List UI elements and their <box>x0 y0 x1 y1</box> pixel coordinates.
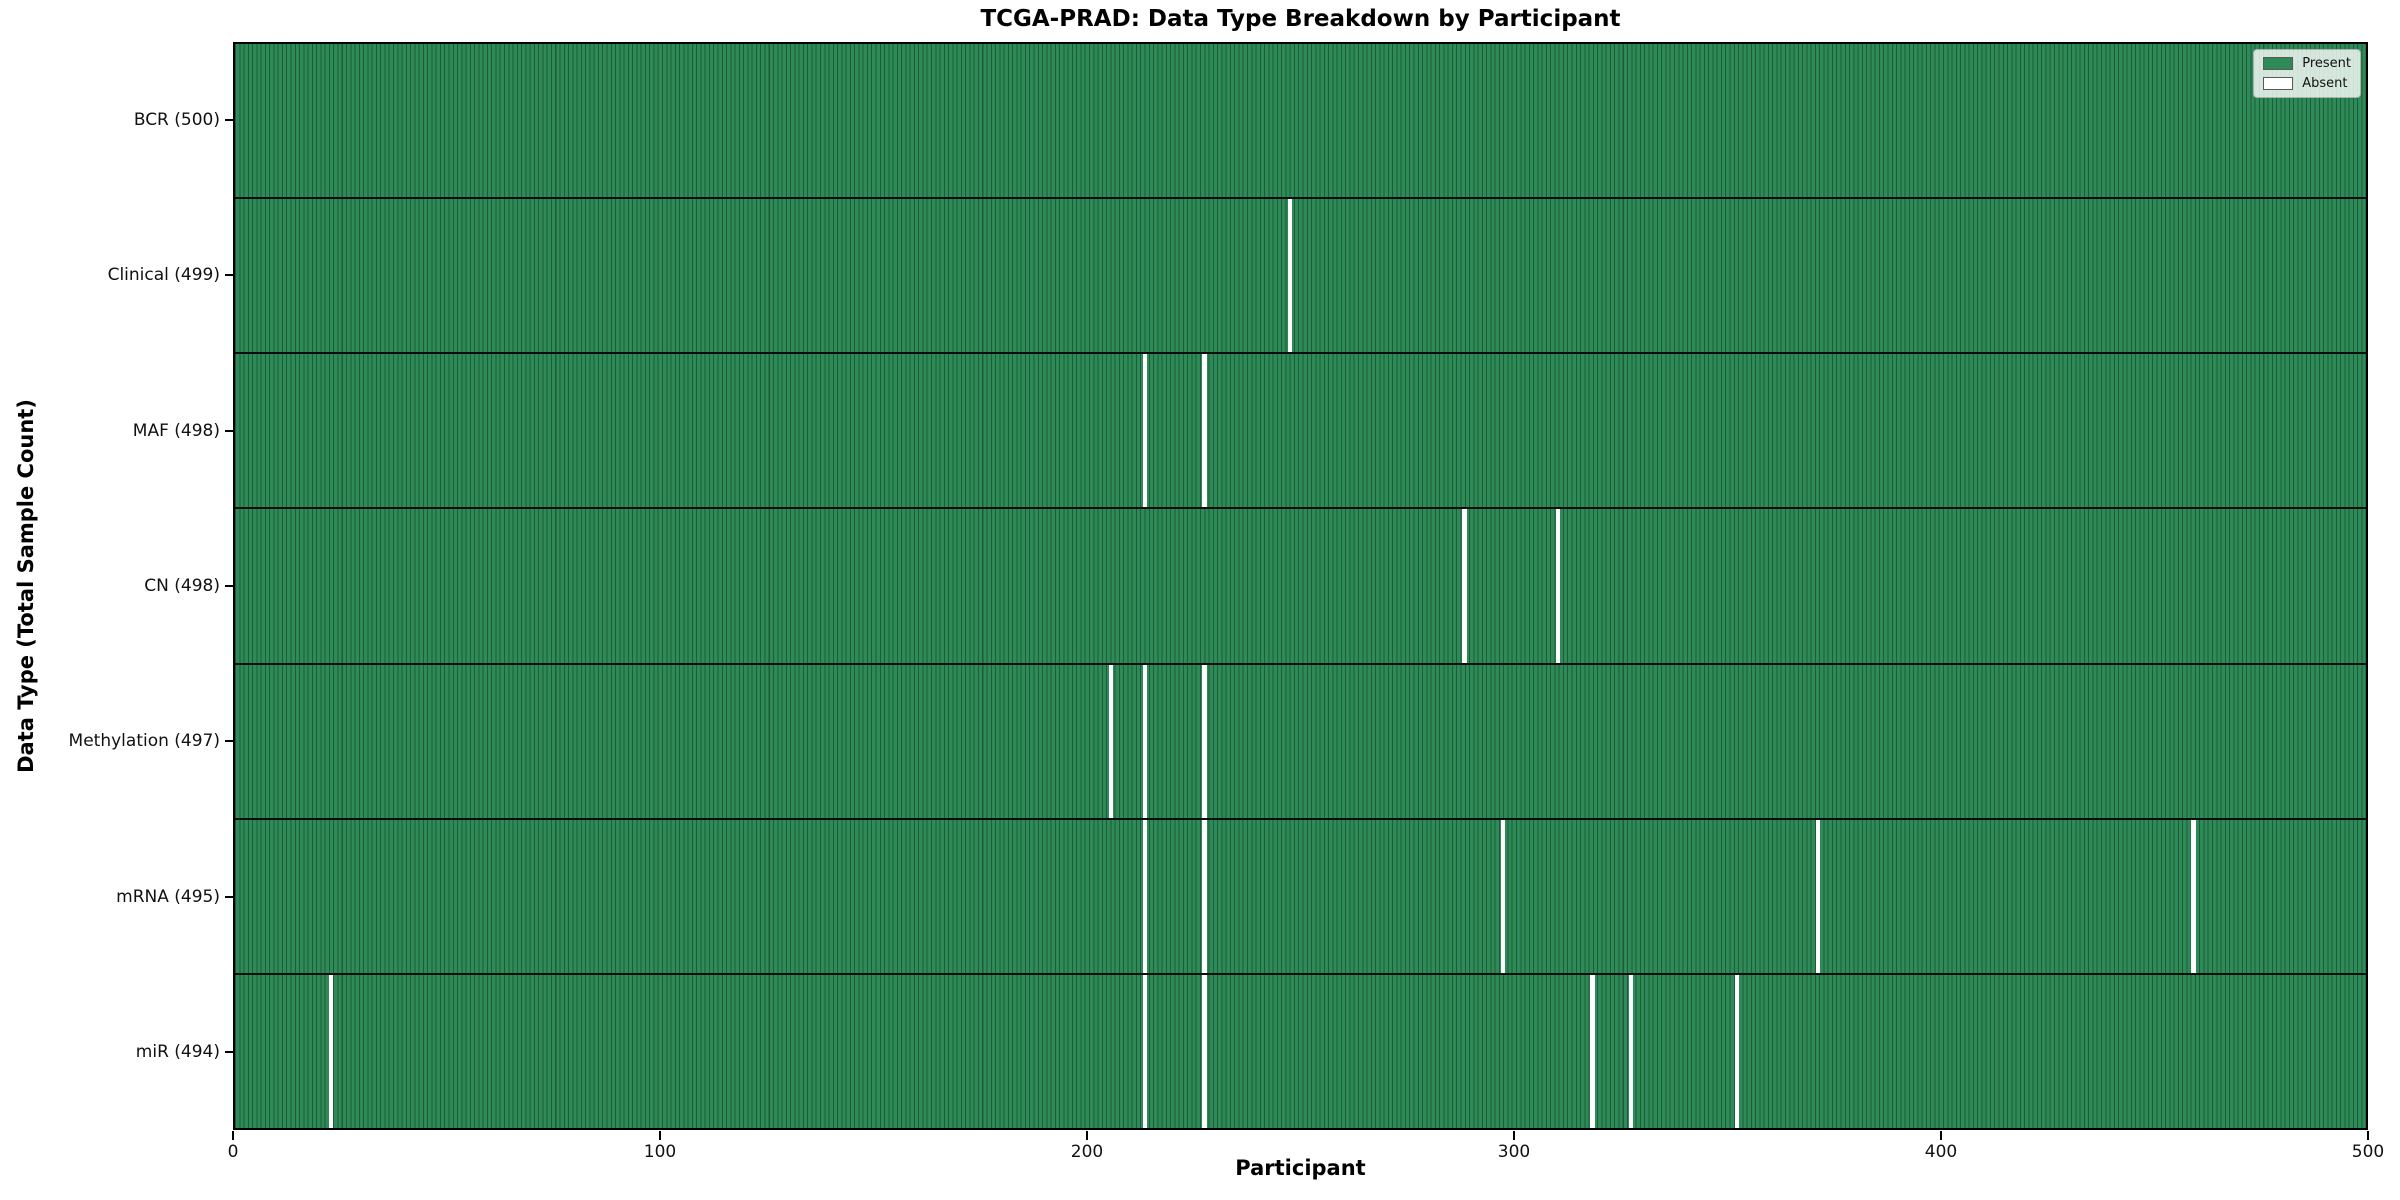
y-tick-label-maf: MAF (498) <box>132 420 220 441</box>
legend: Present Absent <box>2253 49 2361 98</box>
y-tick-mark <box>225 585 233 587</box>
chart-title: TCGA-PRAD: Data Type Breakdown by Partic… <box>980 6 1621 32</box>
heatmap-row-mrna <box>235 819 2366 975</box>
absent-mark-maf-227 <box>1202 354 1207 508</box>
absent-swatch-icon <box>2263 77 2294 90</box>
y-tick-label-methylation: Methylation (497) <box>68 731 220 752</box>
y-tick-mark <box>225 429 233 432</box>
y-tick-label-mrna: mRNA (495) <box>116 886 220 907</box>
heatmap-row-maf <box>235 354 2366 510</box>
legend-entry-present: Present <box>2263 56 2351 71</box>
heatmap-row-clinical <box>235 199 2366 355</box>
absent-mark-cn-288 <box>1462 509 1467 663</box>
x-tick-mark <box>232 1131 234 1140</box>
heatmap-rows <box>235 44 2366 1128</box>
absent-mark-mrna-297 <box>1500 819 1506 973</box>
x-tick-label-0: 0 <box>227 1142 239 1162</box>
x-tick-mark <box>1940 1131 1942 1140</box>
absent-mark-methylation-213 <box>1142 664 1148 818</box>
x-tick-mark <box>1513 1131 1515 1140</box>
x-tick-mark <box>2367 1131 2369 1140</box>
y-tick-mark <box>225 895 233 898</box>
legend-label-absent: Absent <box>2302 76 2348 91</box>
absent-mark-mir-318 <box>1590 974 1595 1128</box>
y-tick-label-cn: CN (498) <box>144 576 220 596</box>
present-swatch-icon <box>2263 57 2294 70</box>
y-tick-mark <box>225 118 233 121</box>
heatmap-row-mir <box>235 974 2366 1128</box>
absent-mark-methylation-205 <box>1108 664 1113 818</box>
x-tick-mark <box>659 1131 661 1140</box>
heatmap-row-bcr <box>235 44 2366 200</box>
absent-mark-mir-213 <box>1142 974 1148 1128</box>
absent-mark-cn-310 <box>1556 509 1561 663</box>
x-tick-label-100: 100 <box>643 1142 677 1162</box>
x-axis-label: Participant <box>1235 1156 1366 1180</box>
y-tick-label-mir: miR (494) <box>135 1042 220 1063</box>
absent-mark-methylation-227 <box>1202 664 1207 818</box>
absent-mark-mir-327 <box>1628 974 1633 1128</box>
x-tick-label-200: 200 <box>1070 1142 1104 1162</box>
y-tick-label-clinical: Clinical (499) <box>107 265 220 286</box>
absent-mark-mir-352 <box>1735 974 1740 1128</box>
legend-entry-absent: Absent <box>2263 76 2351 91</box>
absent-mark-mrna-459 <box>2191 819 2196 973</box>
absent-mark-mir-22 <box>328 974 333 1128</box>
y-tick-label-bcr: BCR (500) <box>133 109 220 130</box>
absent-mark-mrna-213 <box>1142 819 1148 973</box>
absent-mark-mrna-371 <box>1816 819 1821 973</box>
x-tick-mark <box>1086 1131 1088 1140</box>
heatmap-row-methylation <box>235 664 2366 820</box>
y-tick-mark <box>225 1051 233 1054</box>
legend-label-present: Present <box>2302 56 2351 71</box>
x-tick-label-400: 400 <box>1924 1142 1958 1162</box>
y-tick-mark <box>225 740 233 743</box>
heatmap-row-cn <box>235 509 2366 665</box>
absent-mark-mir-227 <box>1202 974 1207 1128</box>
absent-mark-maf-213 <box>1142 354 1148 508</box>
x-tick-label-500: 500 <box>2351 1142 2385 1162</box>
absent-mark-mrna-227 <box>1202 819 1207 973</box>
absent-mark-clinical-247 <box>1287 199 1292 353</box>
x-tick-label-300: 300 <box>1497 1142 1531 1162</box>
plot-area: Present Absent <box>233 42 2368 1130</box>
y-tick-mark <box>225 274 233 277</box>
